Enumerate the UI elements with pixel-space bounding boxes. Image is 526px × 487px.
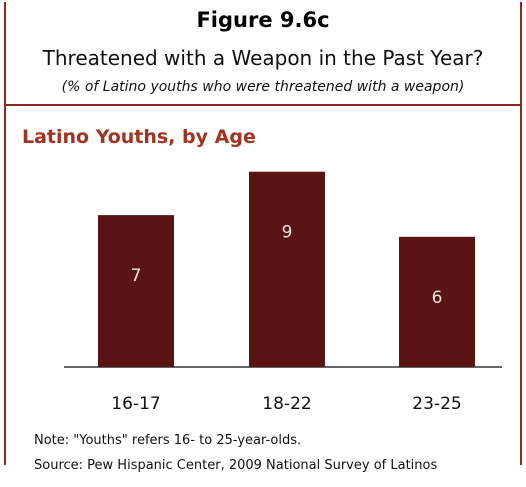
figure-number: Figure 9.6c	[196, 8, 330, 32]
x-tick-label-23-25: 23-25	[412, 394, 461, 414]
data-label-18-22: 9	[282, 223, 293, 243]
source-citation: Source: Pew Hispanic Center, 2009 Nation…	[34, 458, 438, 473]
bar-18-22	[249, 171, 325, 367]
figure-subtitle: (% of Latino youths who were threatened …	[61, 79, 465, 95]
footnote: Note: "Youths" refers 16- to 25-year-old…	[34, 433, 302, 448]
figure-title: Threatened with a Weapon in the Past Yea…	[42, 46, 484, 70]
bar-23-25	[399, 236, 475, 367]
data-label-16-17: 7	[131, 266, 142, 286]
figure-frame	[4, 2, 522, 465]
figure-header: Figure 9.6c Threatened with a Weapon in …	[4, 2, 522, 106]
chart-section-title: Latino Youths, by Age	[22, 126, 256, 148]
x-tick-label-16-17: 16-17	[111, 394, 160, 414]
data-label-23-25: 6	[432, 288, 443, 308]
bar-16-17	[98, 215, 174, 367]
x-tick-label-18-22: 18-22	[262, 394, 311, 414]
